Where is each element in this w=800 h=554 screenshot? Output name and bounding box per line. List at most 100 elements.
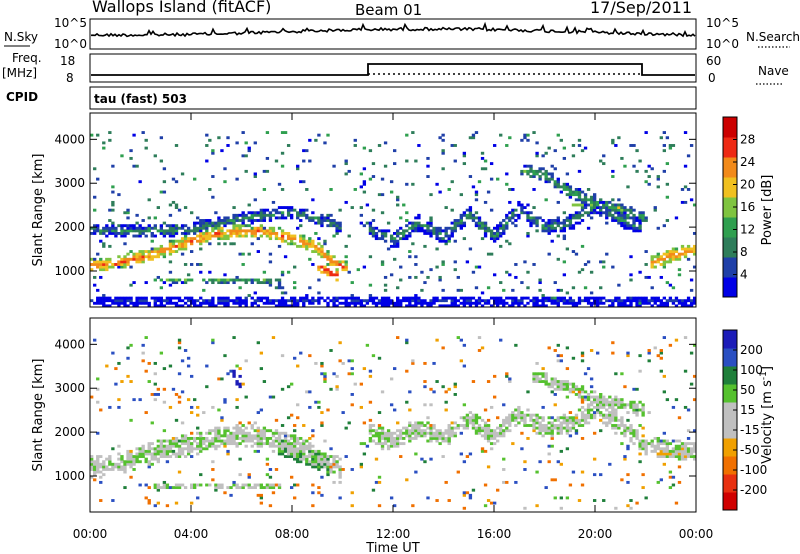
heatmap-cell: [168, 364, 173, 368]
heatmap-cell: [547, 224, 551, 228]
heatmap-cell: [332, 372, 336, 376]
heatmap-cell: [680, 304, 685, 308]
heatmap-cell: [441, 288, 445, 292]
heatmap-cell: [377, 426, 382, 430]
heatmap-cell: [644, 496, 648, 500]
heatmap-cell: [492, 226, 497, 230]
heatmap-cell: [574, 304, 579, 308]
heatmap-cell: [402, 237, 406, 241]
heatmap-cell: [311, 452, 315, 456]
heatmap-cell: [659, 442, 663, 446]
heatmap-cell: [662, 374, 666, 378]
heatmap-cell: [626, 447, 630, 451]
heatmap-cell: [499, 224, 503, 228]
heatmap-cell: [111, 229, 115, 233]
heatmap-cell: [599, 395, 603, 399]
heatmap-cell: [683, 304, 688, 308]
heatmap-cell: [677, 416, 682, 420]
heatmap-cell: [247, 431, 251, 435]
heatmap-cell: [580, 206, 585, 210]
heatmap-cell: [592, 499, 597, 502]
heatmap-cell: [574, 211, 579, 215]
heatmap-cell: [383, 296, 388, 300]
heatmap-cell: [462, 296, 467, 300]
heatmap-cell: [550, 229, 554, 233]
heatmap-cell: [256, 213, 260, 217]
heatmap-cell: [638, 211, 642, 215]
heatmap-cell: [626, 403, 630, 407]
heatmap-cell: [377, 504, 382, 508]
heatmap-cell: [123, 265, 127, 269]
heatmap-cell: [608, 211, 612, 215]
heatmap-cell: [662, 439, 666, 443]
heatmap-cell: [211, 226, 215, 230]
heatmap-cell: [496, 301, 500, 305]
heatmap-cell: [532, 172, 536, 176]
heatmap-cell: [580, 208, 585, 212]
heatmap-cell: [183, 247, 188, 251]
heatmap-cell: [268, 429, 273, 433]
heatmap-cell: [389, 237, 394, 241]
heatmap-cell: [186, 239, 191, 243]
heatmap-cell: [692, 374, 697, 378]
heatmap-cell: [117, 263, 121, 266]
heatmap-cell: [589, 304, 594, 308]
heatmap-cell: [447, 237, 451, 241]
heatmap-cell: [159, 449, 164, 453]
heatmap-cell: [544, 426, 548, 430]
heatmap-cell: [550, 301, 554, 305]
heatmap-cell: [244, 231, 248, 235]
heatmap-cell: [280, 286, 285, 290]
heatmap-cell: [111, 263, 115, 266]
heatmap-cell: [426, 221, 430, 225]
heatmap-cell: [338, 224, 342, 228]
heatmap-cell: [141, 447, 145, 451]
heatmap-cell: [396, 229, 400, 233]
heatmap-cell: [583, 395, 588, 399]
heatmap-cell: [180, 226, 185, 230]
heatmap-cell: [120, 465, 124, 469]
heatmap-cell: [677, 447, 682, 451]
heatmap-cell: [508, 296, 512, 300]
heatmap-cell: [362, 182, 367, 186]
heatmap-cell: [623, 405, 627, 409]
heatmap-cell: [417, 224, 421, 228]
heatmap-cell: [480, 304, 485, 308]
heatmap-cell: [174, 144, 179, 147]
heatmap-cell: [459, 431, 463, 435]
heatmap-cell: [344, 172, 348, 176]
heatmap-cell: [492, 436, 497, 440]
heatmap-cell: [135, 447, 139, 451]
heatmap-cell: [159, 190, 164, 194]
heatmap-cell: [223, 281, 227, 285]
heatmap-cell: [226, 219, 230, 222]
heatmap-cell: [283, 299, 288, 303]
heatmap-cell: [523, 260, 527, 264]
heatmap-cell: [214, 221, 218, 225]
heatmap-cell: [632, 429, 636, 433]
heatmap-cell: [565, 193, 570, 197]
heatmap-cell: [638, 444, 642, 448]
heatmap-cell: [692, 203, 697, 207]
heatmap-cell: [329, 213, 333, 217]
heatmap-cell: [602, 400, 606, 404]
heatmap-cell: [574, 418, 579, 422]
heatmap-cell: [492, 144, 497, 147]
heatmap-cell: [611, 169, 615, 173]
heatmap-cell: [308, 286, 312, 290]
heatmap-cell: [162, 234, 167, 238]
heatmap-cell: [274, 237, 279, 241]
heatmap-cell: [414, 452, 418, 456]
heatmap-cell: [559, 462, 563, 466]
heatmap-cell: [244, 304, 248, 308]
heatmap-cell: [629, 211, 633, 215]
heatmap-cell: [344, 260, 348, 264]
heatmap-cell: [411, 429, 415, 433]
heatmap-cell: [147, 460, 151, 464]
heatmap-cell: [253, 211, 257, 215]
heatmap-cell: [314, 457, 318, 461]
heatmap-cell: [474, 131, 479, 134]
heatmap-cell: [123, 465, 127, 469]
heatmap-cell: [159, 250, 164, 253]
heatmap-cell: [250, 234, 254, 238]
